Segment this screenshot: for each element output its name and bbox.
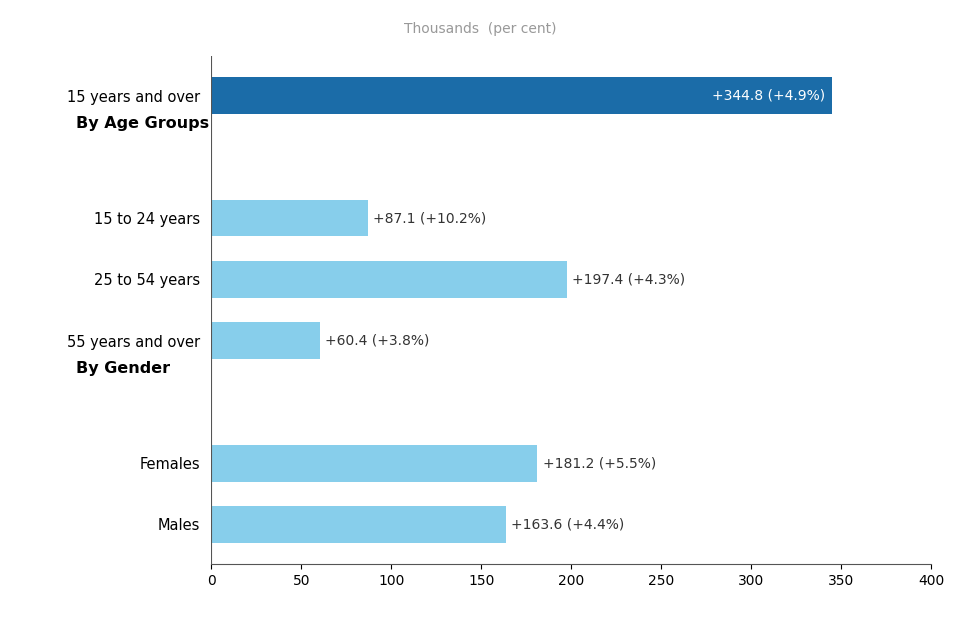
Bar — [211, 261, 566, 298]
Text: +181.2 (+5.5%): +181.2 (+5.5%) — [542, 456, 656, 470]
Bar — [211, 200, 368, 236]
Text: +163.6 (+4.4%): +163.6 (+4.4%) — [511, 517, 624, 531]
Text: By Age Groups: By Age Groups — [76, 116, 209, 131]
Bar — [211, 506, 506, 542]
Text: +344.8 (+4.9%): +344.8 (+4.9%) — [711, 89, 825, 103]
Bar — [211, 78, 831, 114]
Text: +87.1 (+10.2%): +87.1 (+10.2%) — [373, 211, 487, 225]
Bar — [211, 445, 538, 482]
Text: +60.4 (+3.8%): +60.4 (+3.8%) — [325, 334, 430, 348]
Text: +197.4 (+4.3%): +197.4 (+4.3%) — [572, 272, 685, 286]
Text: By Gender: By Gender — [76, 361, 170, 376]
Text: Thousands  (per cent): Thousands (per cent) — [404, 22, 556, 36]
Bar — [211, 322, 320, 359]
